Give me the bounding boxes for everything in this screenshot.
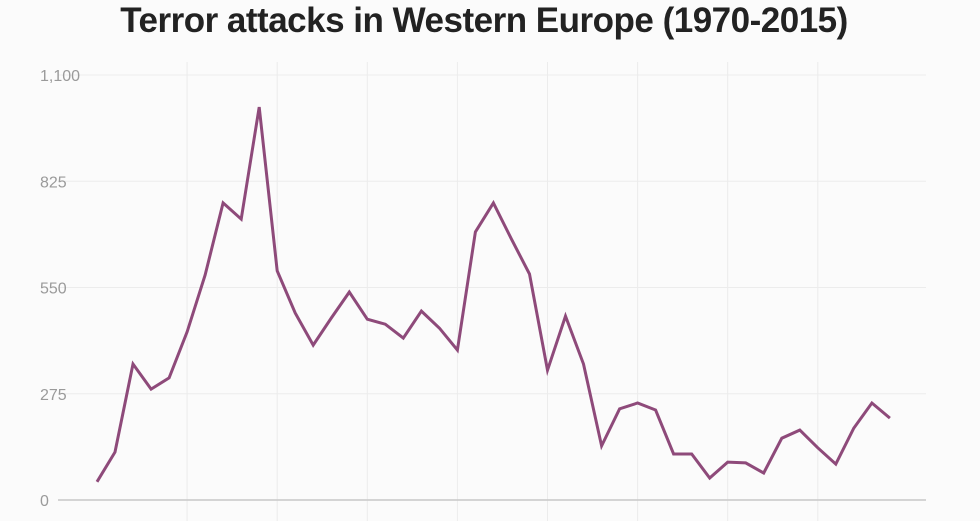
y-tick-label: 550	[40, 281, 67, 298]
chart-title: Terror attacks in Western Europe (1970-2…	[120, 1, 848, 40]
y-tick-label: 275	[40, 387, 67, 404]
y-tick-label: 0	[40, 493, 49, 510]
y-tick-label: 825	[40, 174, 67, 191]
y-tick-label: 1,100	[40, 68, 80, 85]
series-line	[95, 106, 891, 483]
